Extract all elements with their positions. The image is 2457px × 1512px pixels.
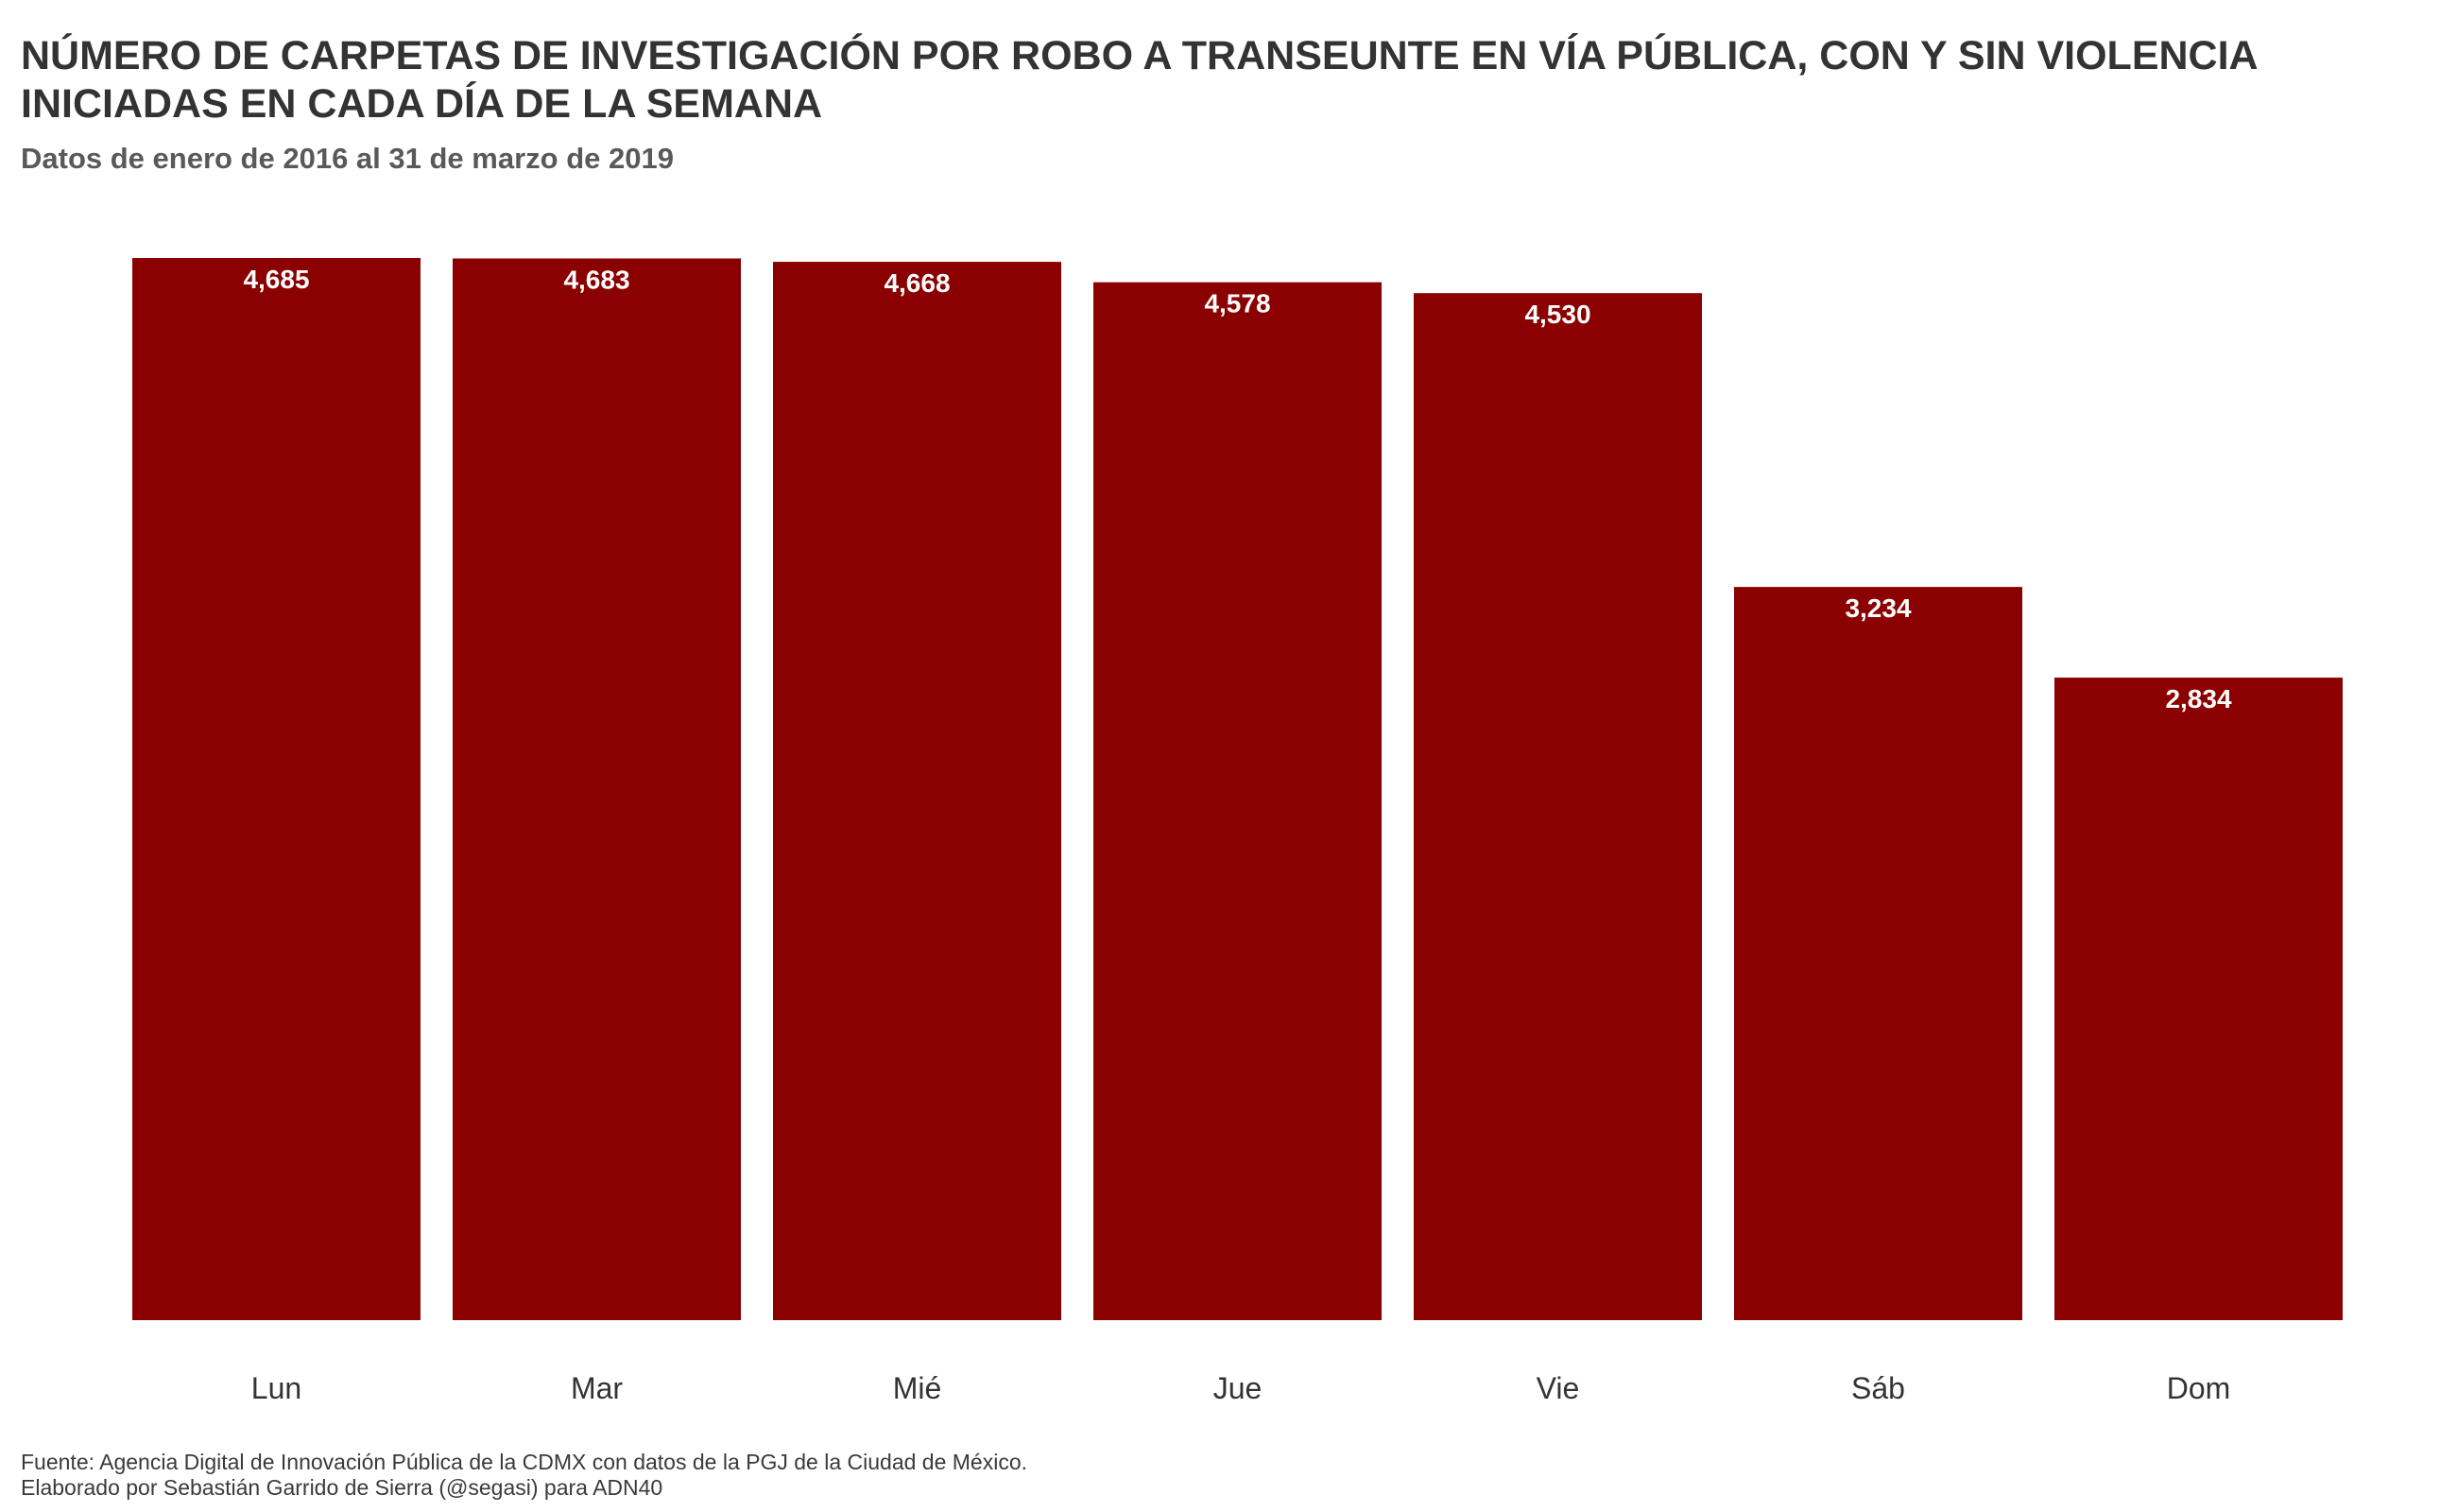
x-tick-label-vie: Vie xyxy=(1537,1371,1580,1405)
bar-dom xyxy=(2054,678,2343,1320)
bar-jue xyxy=(1093,282,1382,1320)
value-label-mie: 4,668 xyxy=(884,268,950,298)
value-label-mar: 4,683 xyxy=(563,265,629,294)
x-tick-label-lun: Lun xyxy=(251,1371,301,1405)
bar-group xyxy=(132,258,2343,1320)
chart-caption: Fuente: Agencia Digital de Innovación Pú… xyxy=(21,1450,1027,1501)
value-label-jue: 4,578 xyxy=(1204,289,1270,318)
x-tick-label-jue: Jue xyxy=(1213,1371,1263,1405)
value-label-vie: 4,530 xyxy=(1524,300,1590,329)
x-tick-label-mar: Mar xyxy=(571,1371,623,1405)
bar-sab xyxy=(1734,587,2022,1320)
bar-mar xyxy=(453,258,741,1320)
bar-vie xyxy=(1414,293,1702,1320)
x-tick-label-mie: Mié xyxy=(893,1371,942,1405)
author-note: Elaborado por Sebastián Garrido de Sierr… xyxy=(21,1475,663,1500)
value-label-group: 4,685 4,683 4,668 4,578 4,530 3,234 2,834 xyxy=(243,265,2231,713)
chart-title-line-2: INICIADAS EN CADA DÍA DE LA SEMANA xyxy=(21,81,823,127)
value-label-dom: 2,834 xyxy=(2165,684,2231,713)
x-tick-label-dom: Dom xyxy=(2167,1371,2231,1405)
value-label-lun: 4,685 xyxy=(243,265,309,294)
bar-lun xyxy=(132,258,421,1320)
source-note: Fuente: Agencia Digital de Innovación Pú… xyxy=(21,1450,1028,1474)
bar-mie xyxy=(773,262,1061,1320)
chart-subtitle: Datos de enero de 2016 al 31 de marzo de… xyxy=(21,142,674,175)
chart-title-line-1: NÚMERO DE CARPETAS DE INVESTIGACIÓN POR … xyxy=(21,33,2259,78)
value-label-sab: 3,234 xyxy=(1845,593,1911,623)
x-tick-label-sab: Sáb xyxy=(1851,1371,1905,1405)
x-axis-tick-labels: Lun Mar Mié Jue Vie Sáb Dom xyxy=(251,1371,2230,1405)
chart-title: NÚMERO DE CARPETAS DE INVESTIGACIÓN POR … xyxy=(21,32,2421,129)
